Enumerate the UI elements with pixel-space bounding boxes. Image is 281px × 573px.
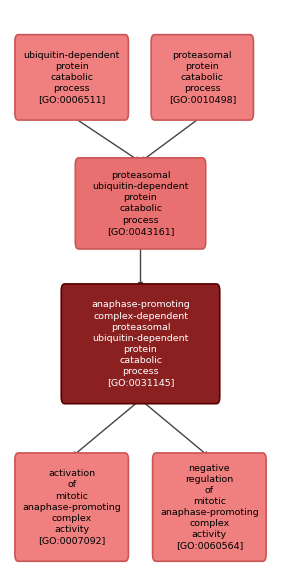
- Text: proteasomal
ubiquitin-dependent
protein
catabolic
process
[GO:0043161]: proteasomal ubiquitin-dependent protein …: [92, 171, 189, 236]
- Text: anaphase-promoting
complex-dependent
proteasomal
ubiquitin-dependent
protein
cat: anaphase-promoting complex-dependent pro…: [91, 300, 190, 387]
- FancyBboxPatch shape: [61, 284, 220, 403]
- FancyBboxPatch shape: [15, 453, 128, 562]
- Text: proteasomal
protein
catabolic
process
[GO:0010498]: proteasomal protein catabolic process [G…: [169, 50, 236, 104]
- FancyBboxPatch shape: [153, 453, 266, 562]
- FancyBboxPatch shape: [15, 35, 128, 120]
- Text: negative
regulation
of
mitotic
anaphase-promoting
complex
activity
[GO:0060564]: negative regulation of mitotic anaphase-…: [160, 464, 259, 551]
- FancyBboxPatch shape: [151, 35, 253, 120]
- Text: activation
of
mitotic
anaphase-promoting
complex
activity
[GO:0007092]: activation of mitotic anaphase-promoting…: [22, 469, 121, 545]
- Text: ubiquitin-dependent
protein
catabolic
process
[GO:0006511]: ubiquitin-dependent protein catabolic pr…: [24, 50, 120, 104]
- FancyBboxPatch shape: [75, 158, 206, 249]
